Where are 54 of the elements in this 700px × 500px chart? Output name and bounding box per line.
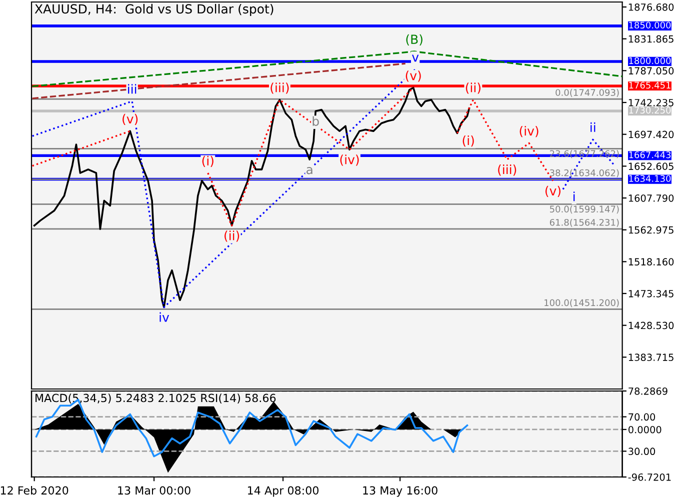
annotation: i <box>574 192 575 202</box>
annotation: (iv) <box>520 126 538 138</box>
ref-line-label: 1850.000 <box>629 22 671 29</box>
ref-line-label: 1667.443 <box>629 151 671 158</box>
annotation: (iv) <box>340 154 359 166</box>
y-tick-label: 78.2869 <box>628 387 668 395</box>
y-tick-label: 1742.235 <box>628 98 674 106</box>
y-tick-label: 1876.680 <box>628 3 674 11</box>
chart-title: XAUUSD, H4: Gold vs US Dollar (spot) <box>34 4 274 16</box>
y-tick-label: 1697.420 <box>628 130 674 138</box>
y-tick-label: 1831.865 <box>628 35 674 43</box>
annotation: iii <box>128 84 136 94</box>
ref-line-label: 1634.130 <box>629 175 671 182</box>
ref-line-label: 1730.250 <box>629 106 671 114</box>
y-tick-label: 1652.605 <box>628 162 674 170</box>
ref-line-label: 1765.451 <box>629 82 670 89</box>
y-tick-label: 1607.790 <box>628 194 674 202</box>
annotation: v <box>412 54 419 62</box>
annotation: (i) <box>202 156 214 167</box>
annotation: iv <box>160 312 170 322</box>
ref-line-label: 1800.000 <box>629 57 671 64</box>
x-tick-label: 13 May 16:00 <box>363 486 438 497</box>
x-tick-label: 12 Feb 2020 <box>0 486 68 495</box>
ref-line-label: 0.0(1747.093) <box>556 88 619 97</box>
ref-line-label: 38.2(1634.062) <box>550 169 619 178</box>
annotation: (ii) <box>224 230 240 242</box>
y-tick-label: 1518.160 <box>628 258 674 266</box>
ref-line-label: 50.0(1599.147) <box>550 206 619 214</box>
annotation: (iii) <box>270 82 289 94</box>
ref-line-label: 61.8(1564.231) <box>550 218 619 227</box>
y-tick-label: -96.7201 <box>628 473 671 481</box>
y-tick-label: 0.0000 <box>628 426 662 434</box>
y-tick-label: 1383.715 <box>628 354 674 361</box>
y-tick-label: 1473.345 <box>628 290 674 298</box>
y-tick-label: 1787.050 <box>628 67 674 74</box>
annotation: (v) <box>545 186 560 198</box>
ref-line-label: 100.0(1451.200) <box>544 299 619 308</box>
annotation: ii <box>590 122 596 132</box>
annotation: a <box>306 167 312 174</box>
y2-tick-label: 30.00 <box>628 448 656 456</box>
y-tick-label: 1428.530 <box>628 322 674 330</box>
annotation: (v) <box>406 70 421 82</box>
x-tick-label: 13 Mar 00:00 <box>118 486 190 495</box>
annotation: (v) <box>122 114 138 126</box>
annotation: (i) <box>462 135 474 147</box>
y2-tick-label: 70.00 <box>628 413 656 421</box>
ref-line-label: 23.6(1677.262) <box>550 150 619 158</box>
chart-title: MACD(5,34,5) 5.2483 2.1025 RSI(14) 58.66 <box>36 394 276 404</box>
y-tick-label: 1562.975 <box>628 226 674 234</box>
annotation: b <box>312 116 319 126</box>
annotation: (iii) <box>498 164 516 176</box>
annotation: (B) <box>406 34 422 46</box>
x-tick-label: 14 Apr 08:00 <box>248 486 318 497</box>
annotation: (ii) <box>466 82 480 94</box>
